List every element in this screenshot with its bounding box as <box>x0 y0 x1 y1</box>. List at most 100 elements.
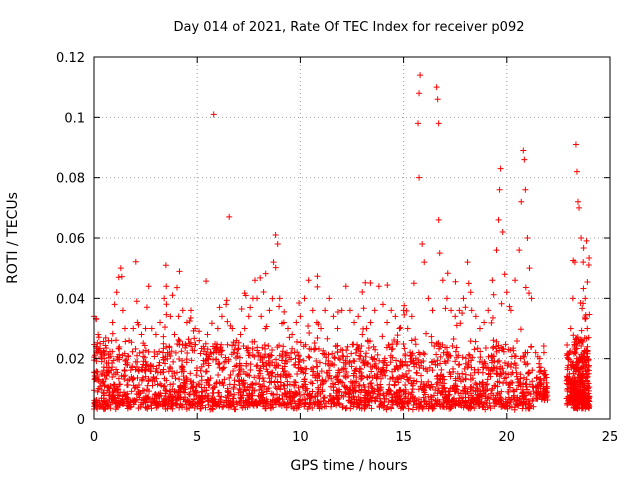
data-point <box>319 377 326 384</box>
data-point <box>163 377 170 384</box>
data-point <box>331 361 338 368</box>
data-point <box>251 374 258 381</box>
data-point <box>145 394 152 401</box>
data-point <box>459 394 466 401</box>
data-point <box>102 376 109 382</box>
data-point <box>429 358 436 365</box>
data-point <box>401 311 408 318</box>
data-point <box>421 351 428 358</box>
data-point <box>421 398 428 405</box>
data-point <box>246 352 253 359</box>
data-point <box>111 301 118 308</box>
data-point <box>585 262 592 269</box>
data-point <box>493 348 500 355</box>
data-point <box>579 305 586 312</box>
data-point <box>193 372 200 379</box>
data-point <box>309 405 316 412</box>
data-point <box>475 369 482 376</box>
data-point <box>253 363 260 370</box>
data-point <box>188 402 195 409</box>
data-point <box>188 357 195 364</box>
data-point <box>461 365 468 372</box>
data-point <box>235 346 242 353</box>
data-point <box>521 353 528 360</box>
data-point <box>260 378 267 385</box>
data-point <box>572 141 579 148</box>
data-point <box>226 375 233 382</box>
data-point <box>474 345 481 352</box>
data-point <box>584 402 591 409</box>
data-point <box>473 381 480 388</box>
data-point <box>363 325 370 332</box>
data-point <box>130 375 137 382</box>
data-point <box>585 370 592 377</box>
data-point <box>397 324 404 331</box>
data-point <box>314 335 321 341</box>
data-point <box>218 313 225 320</box>
data-point <box>249 345 256 352</box>
data-point <box>577 374 584 381</box>
data-point <box>121 376 128 383</box>
data-point <box>348 394 355 401</box>
data-point <box>272 264 279 271</box>
data-point <box>141 342 148 349</box>
data-point <box>281 360 288 367</box>
data-point <box>493 338 500 345</box>
data-point <box>501 359 508 366</box>
data-point <box>341 365 348 372</box>
data-point <box>476 380 483 387</box>
data-point <box>534 374 541 381</box>
data-point <box>223 297 230 304</box>
data-point <box>118 273 125 280</box>
data-point <box>413 369 420 376</box>
data-point <box>446 398 453 405</box>
data-point <box>98 371 105 378</box>
data-point <box>528 343 535 350</box>
data-point <box>370 343 377 350</box>
data-point <box>372 346 379 353</box>
data-point <box>369 356 376 363</box>
data-point <box>443 344 450 351</box>
data-point <box>278 357 285 364</box>
data-point <box>193 392 200 399</box>
data-point <box>391 366 398 373</box>
data-point <box>244 404 251 411</box>
data-point <box>338 307 345 314</box>
data-point <box>305 277 312 284</box>
data-point <box>465 280 472 287</box>
data-point <box>163 343 170 350</box>
data-point <box>254 362 261 369</box>
data-point <box>225 358 232 365</box>
data-point <box>307 379 314 386</box>
data-point <box>363 350 370 357</box>
data-point <box>330 395 337 402</box>
data-point <box>103 364 110 371</box>
data-point <box>302 400 309 407</box>
data-point <box>105 360 112 367</box>
data-point <box>161 324 168 331</box>
data-point <box>134 319 141 326</box>
data-point <box>504 405 511 412</box>
data-point <box>317 391 324 398</box>
data-point <box>269 397 276 404</box>
data-point <box>526 265 533 272</box>
data-point <box>506 303 513 310</box>
data-point <box>295 364 302 371</box>
data-point <box>249 351 256 358</box>
data-point <box>153 404 160 411</box>
data-point <box>109 348 116 355</box>
data-point <box>222 394 229 401</box>
data-point <box>453 354 460 361</box>
data-point <box>100 338 107 345</box>
data-point <box>426 403 433 410</box>
data-point <box>319 350 326 357</box>
data-point <box>468 307 475 314</box>
data-point <box>447 373 454 380</box>
data-point <box>579 358 586 365</box>
data-point <box>533 375 540 382</box>
data-point <box>204 398 211 405</box>
data-point <box>407 391 414 398</box>
data-point <box>491 396 498 403</box>
data-point <box>510 387 517 394</box>
data-point <box>125 352 132 359</box>
